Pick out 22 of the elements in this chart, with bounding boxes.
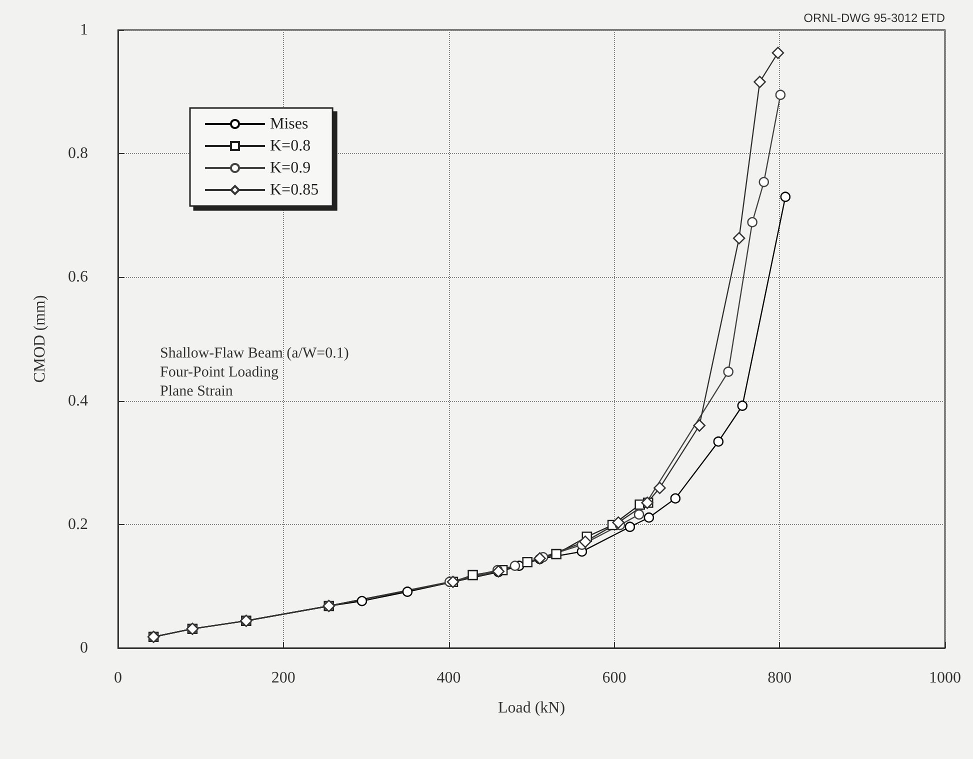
legend-label: K=0.85: [270, 182, 319, 198]
x-tick-label: 600: [602, 670, 626, 686]
legend-label: K=0.9: [270, 160, 311, 176]
legend-label: K=0.8: [270, 138, 311, 154]
legend-label: Mises: [270, 116, 308, 132]
y-tick-label: 0.4: [68, 392, 88, 410]
y-axis-title: CMOD (mm): [32, 295, 48, 383]
x-tick-label: 200: [271, 670, 296, 686]
annotation: Plane Strain: [160, 384, 234, 400]
y-tick-label: 1: [80, 22, 88, 38]
x-tick-label: 400: [436, 670, 461, 686]
x-tick-label: 800: [768, 670, 792, 686]
y-tick-label: 0.2: [68, 516, 88, 533]
text: ORNL-DWG 95-3012 ETD: [804, 11, 946, 25]
annotation: Four-Point Loading: [160, 364, 279, 380]
x-tick-label: 1000: [929, 670, 961, 686]
annotation: Shallow-Flaw Beam (a/W=0.1): [160, 346, 349, 362]
y-tick-label: 0.6: [68, 268, 88, 286]
x-tick-label: 0: [114, 670, 122, 686]
y-tick-label: 0: [80, 640, 88, 656]
x-axis-title: Load (kN): [498, 700, 566, 716]
y-tick-label: 0.8: [68, 145, 88, 162]
